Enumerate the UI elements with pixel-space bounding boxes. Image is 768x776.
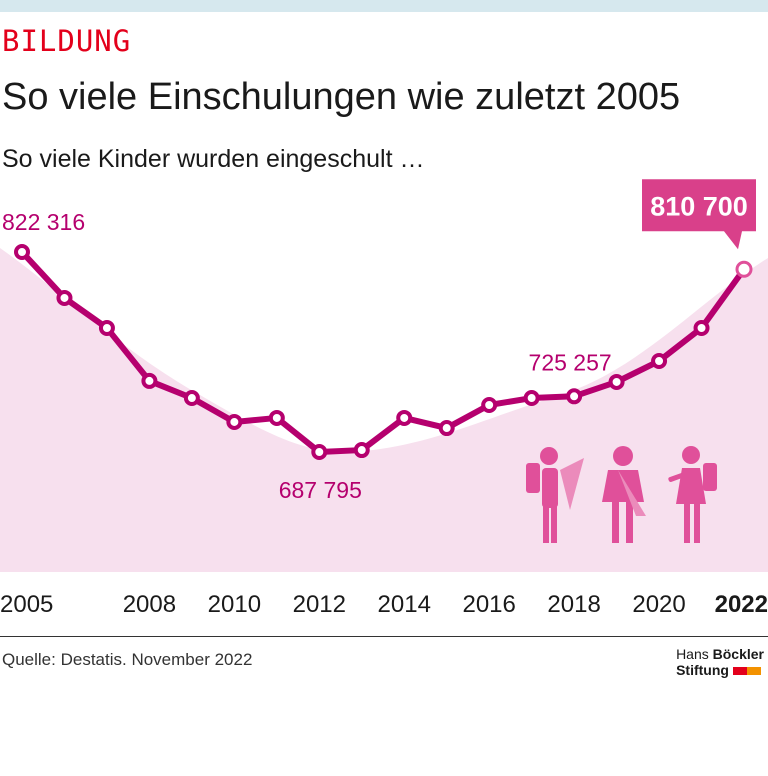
logo-text-bold: Böckler	[712, 646, 764, 662]
annotation-label: 822 316	[2, 209, 85, 235]
logo-red-bar	[732, 667, 747, 676]
child-with-scarf-icon	[602, 446, 646, 543]
data-point-2022	[735, 260, 753, 278]
child-with-backpack-icon	[668, 446, 717, 543]
x-tick-label: 2014	[378, 591, 431, 618]
top-bar	[0, 0, 768, 12]
chart-title: So viele Einschulungen wie zuletzt 2005	[2, 76, 681, 118]
data-point-2014	[396, 409, 413, 426]
annotation-label: 810 700	[650, 191, 748, 221]
schoolchildren-icons	[526, 446, 717, 543]
footer-divider	[0, 636, 768, 637]
data-point-2016	[481, 397, 498, 414]
x-tick-label: 2018	[547, 591, 600, 618]
x-tick-label: 2016	[462, 591, 515, 618]
background-area	[0, 248, 768, 572]
highlight-callout-box	[642, 179, 756, 250]
data-point-2009	[183, 390, 200, 407]
chart-subtitle: So viele Kinder wurden eingeschult …	[2, 145, 425, 173]
data-point-2012	[311, 444, 328, 461]
data-point-2008	[141, 372, 158, 389]
data-point-2013	[353, 442, 370, 459]
data-point-2019	[608, 373, 625, 390]
logo-text-light: Hans	[676, 646, 709, 662]
data-point-2017	[523, 390, 540, 407]
line-chart: 822 316 687 795 725 257 810 700 2005 2008 201…	[0, 179, 768, 618]
logo-orange-bar	[746, 667, 761, 676]
data-point-2021	[693, 319, 710, 336]
x-tick-label: 2008	[123, 591, 176, 618]
data-point-2007	[98, 319, 115, 336]
kicker: BILDUNG	[2, 24, 132, 58]
source-note: Quelle: Destatis. November 2022	[2, 650, 253, 669]
x-tick-label: 2010	[208, 591, 261, 618]
child-with-cone-icon	[526, 447, 584, 543]
annotation-label: 725 257	[529, 349, 612, 375]
x-tick-label: 2012	[293, 591, 346, 618]
x-tick-label: 2022	[715, 591, 768, 618]
data-point-2005	[14, 244, 30, 260]
logo-text-line2: Stiftung	[676, 662, 729, 678]
data-point-2018	[566, 388, 583, 405]
hans-boeckler-logo: Hans Böckler Stiftung	[676, 646, 764, 678]
annotation-label: 687 795	[279, 477, 362, 503]
x-tick-label: 2020	[632, 591, 685, 618]
data-point-2020	[651, 353, 668, 370]
data-point-2011	[268, 409, 285, 426]
x-tick-label: 2005	[0, 591, 53, 618]
data-point-2006	[56, 289, 73, 306]
data-point-2015	[438, 420, 455, 437]
data-point-2010	[226, 413, 243, 430]
